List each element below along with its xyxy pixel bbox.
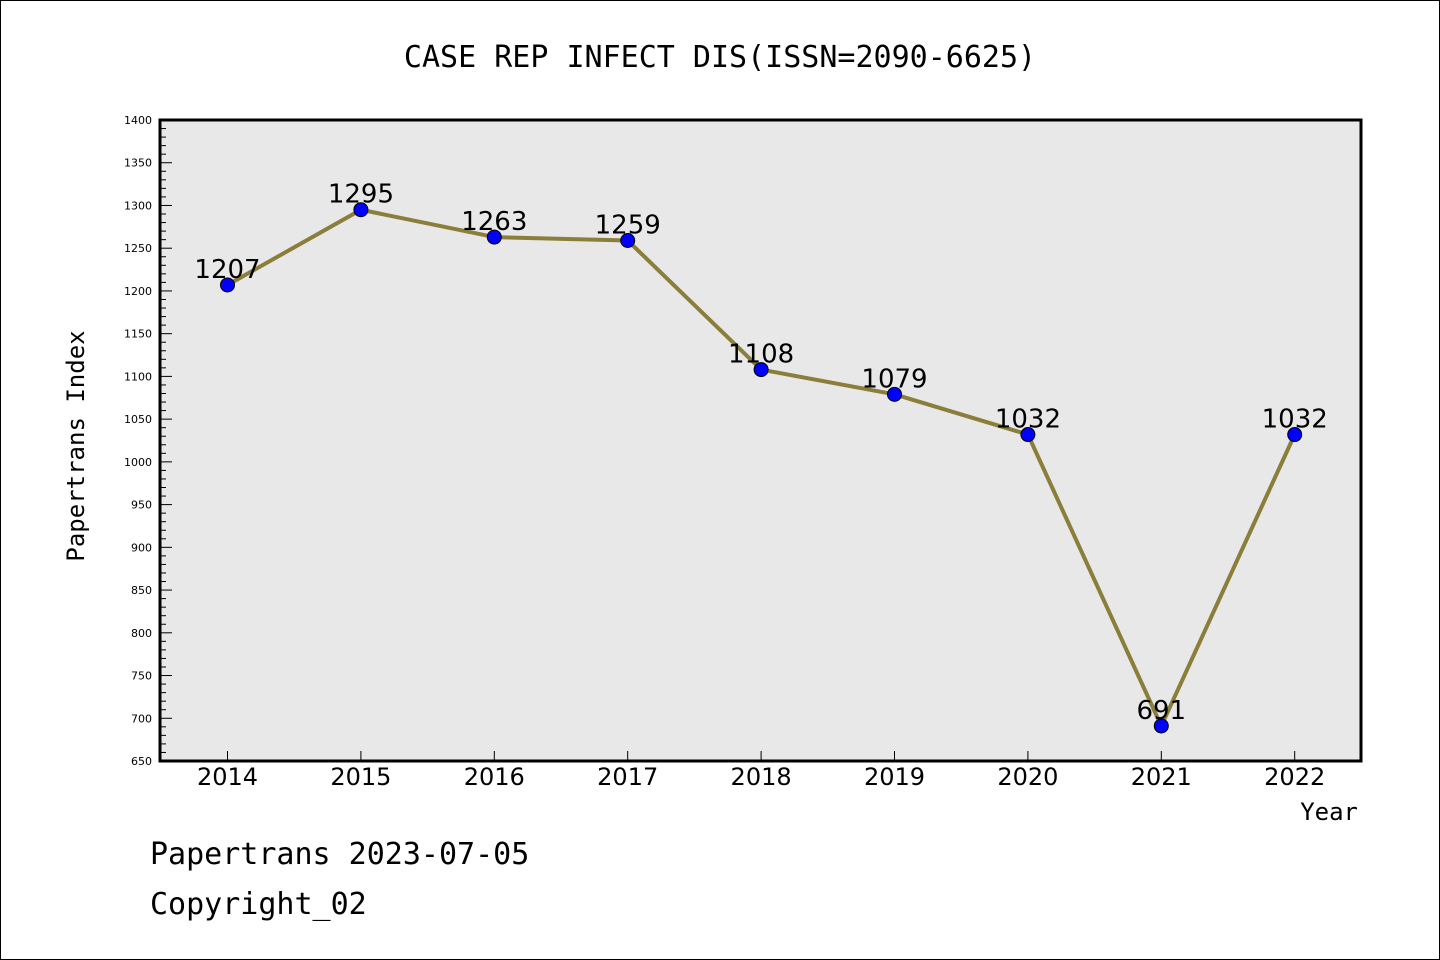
data-point	[620, 233, 636, 249]
y-tick-label: 1200	[124, 285, 152, 298]
y-tick-label: 1300	[124, 199, 152, 212]
data-point	[887, 386, 902, 402]
x-tick-label: 2016	[464, 763, 525, 791]
x-tick-label: 2020	[997, 763, 1058, 791]
x-tick-label: 2015	[330, 763, 391, 791]
plot-area	[158, 118, 1363, 763]
x-tick-label: 2017	[597, 763, 658, 791]
data-label: 1079	[861, 364, 927, 394]
x-tick-label: 2019	[864, 763, 925, 791]
y-tick-label: 1400	[124, 114, 152, 127]
data-point	[220, 277, 235, 293]
y-tick-label: 750	[131, 670, 152, 683]
y-tick-label: 1350	[124, 157, 152, 170]
y-tick-label: 1150	[124, 328, 152, 341]
y-tick-label: 650	[131, 755, 152, 768]
y-tick-label: 900	[131, 541, 152, 554]
data-label: 1032	[1262, 405, 1328, 435]
data-label: 1295	[328, 180, 394, 210]
x-tick-label: 2022	[1264, 763, 1325, 791]
data-label: 1207	[194, 255, 260, 285]
chart-title: CASE REP INFECT DIS(ISSN=2090-6625)	[404, 40, 1036, 75]
data-point	[753, 362, 769, 378]
y-axis: 650 700 750 800 850 900 950 1000 1050 1100 1150 120…	[124, 114, 172, 768]
x-axis: 2014 2015 2016 2017 2018 2019 2020 2021 2022	[197, 751, 1325, 791]
data-label: 691	[1136, 696, 1186, 726]
y-tick-label: 800	[131, 627, 152, 640]
data-label-group: 1207 1295 1263 1259 1108 1079 1032 691 1032	[194, 180, 1327, 726]
y-tick-label: 1050	[124, 413, 152, 426]
data-label: 1259	[595, 211, 661, 241]
y-tick-label: 1000	[124, 456, 152, 469]
data-point	[1287, 427, 1303, 443]
data-label: 1263	[461, 207, 527, 237]
data-point	[1020, 427, 1036, 443]
y-tick-label: 1100	[124, 370, 152, 383]
y-tick-label: 700	[131, 712, 152, 725]
y-axis-label: Papertrans Index	[62, 330, 90, 561]
x-tick-label: 2014	[197, 763, 258, 791]
footer-copyright: Copyright_02	[150, 887, 367, 922]
marker-group	[220, 202, 1303, 734]
data-point	[486, 229, 502, 245]
x-tick-label: 2021	[1131, 763, 1192, 791]
y-tick-label: 950	[131, 499, 152, 512]
footer-date: Papertrans 2023-07-05	[150, 837, 529, 872]
y-tick-label: 850	[131, 584, 152, 597]
data-label: 1108	[728, 340, 794, 370]
data-point	[353, 202, 369, 218]
x-tick-label: 2018	[731, 763, 792, 791]
y-tick-label: 1250	[124, 242, 152, 255]
x-axis-label: Year	[1300, 798, 1358, 826]
data-point	[1153, 718, 1169, 734]
data-label: 1032	[995, 405, 1061, 435]
